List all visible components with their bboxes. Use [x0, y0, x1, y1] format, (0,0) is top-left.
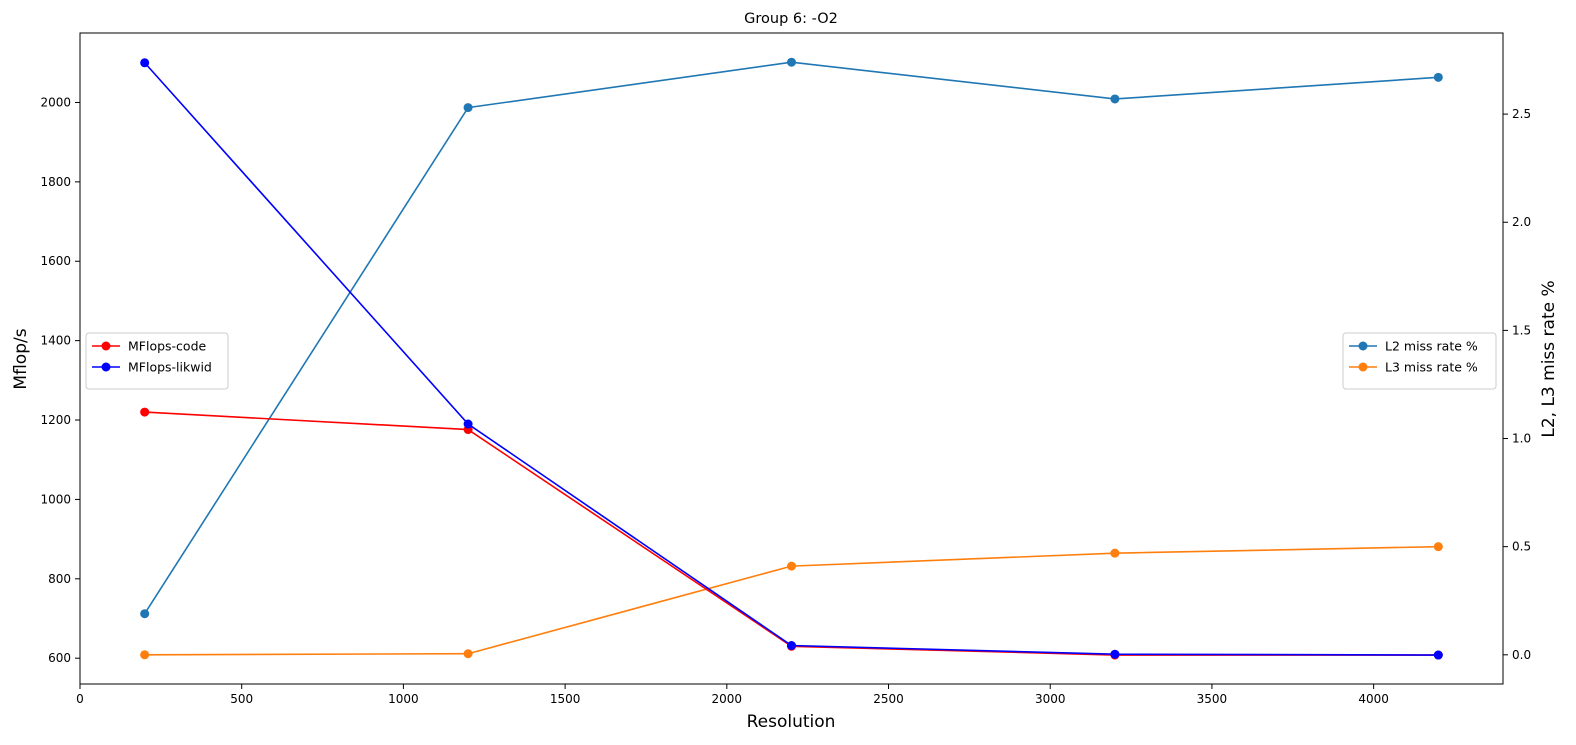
legend-left: MFlops-code MFlops-likwid: [85, 332, 229, 390]
chart-title: Group 6: -O2: [744, 11, 838, 27]
legend-swatch-marker: [1358, 341, 1368, 351]
mflops-likwid-point: [1433, 650, 1443, 660]
l3-miss-rate-point: [1433, 542, 1443, 552]
l2-miss-rate-point: [1433, 72, 1443, 82]
mflops-likwid-point: [463, 419, 473, 429]
legend-entry-label: MFlops-likwid: [128, 360, 212, 375]
mflops-likwid-point: [1110, 649, 1120, 659]
left-tick-label: 800: [48, 572, 71, 586]
plot-frame: [79, 32, 1504, 685]
x-tick-label: 1500: [550, 692, 581, 706]
x-tick-label: 500: [230, 692, 253, 706]
legend-swatch-marker: [101, 362, 111, 372]
left-tick-label: 600: [48, 651, 71, 665]
mflops-likwid-point: [787, 640, 796, 650]
legend-right: L2 miss rate % L3 miss rate %: [1342, 332, 1497, 390]
l3-miss-rate-point: [140, 650, 150, 660]
legend-swatch-marker: [101, 341, 111, 351]
mflops-likwid-point: [140, 58, 150, 68]
x-tick-label: 2000: [712, 692, 743, 706]
left-tick-label: 1200: [40, 413, 71, 427]
right-tick-label: 0.5: [1512, 540, 1531, 554]
l3-miss-rate-point: [787, 561, 796, 571]
legend-box: [1342, 332, 1497, 390]
mflops-code-line: [144, 411, 1439, 656]
l3-miss-rate-point: [463, 649, 473, 659]
x-tick-label: 2500: [873, 692, 904, 706]
left-tick-label: 1600: [40, 254, 71, 268]
left-axis-label: Mflop/s: [11, 328, 31, 389]
l2-miss-rate-line: [144, 61, 1439, 615]
left-tick-label: 2000: [40, 95, 71, 109]
right-tick-label: 2.5: [1512, 107, 1531, 121]
x-tick-label: 1000: [388, 692, 419, 706]
x-axis-label: Resolution: [747, 712, 836, 732]
l2-miss-rate-point: [140, 609, 150, 619]
l2-miss-rate-point: [463, 103, 473, 113]
l2-miss-rate-point: [787, 57, 796, 67]
x-tick-label: 3500: [1197, 692, 1228, 706]
right-tick-label: 1.0: [1512, 432, 1531, 446]
l3-miss-rate-point: [1110, 548, 1120, 558]
right-tick-label: 2.0: [1512, 215, 1531, 229]
mflops-code-point: [140, 407, 150, 417]
right-tick-label: 0.0: [1512, 648, 1531, 662]
left-tick-label: 1800: [40, 175, 71, 189]
left-tick-label: 1000: [40, 492, 71, 506]
legend-box: [85, 332, 229, 390]
legend-entry-label: L3 miss rate %: [1385, 360, 1478, 375]
right-axis-label: L2, L3 miss rate %: [1539, 280, 1559, 437]
legend-swatch-marker: [1358, 362, 1368, 372]
x-tick-label: 4000: [1358, 692, 1389, 706]
l2-miss-rate-point: [1110, 94, 1120, 104]
x-tick-label: 3000: [1035, 692, 1066, 706]
left-tick-label: 1400: [40, 334, 71, 348]
legend-entry-label: L2 miss rate %: [1385, 339, 1478, 354]
x-tick-label: 0: [76, 692, 84, 706]
right-tick-label: 1.5: [1512, 323, 1531, 337]
legend-entry-label: MFlops-code: [128, 339, 207, 354]
